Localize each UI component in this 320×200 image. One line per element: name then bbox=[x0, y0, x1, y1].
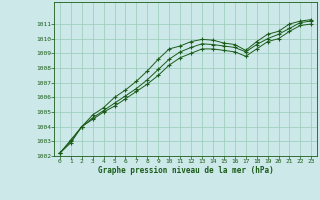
X-axis label: Graphe pression niveau de la mer (hPa): Graphe pression niveau de la mer (hPa) bbox=[98, 166, 274, 175]
